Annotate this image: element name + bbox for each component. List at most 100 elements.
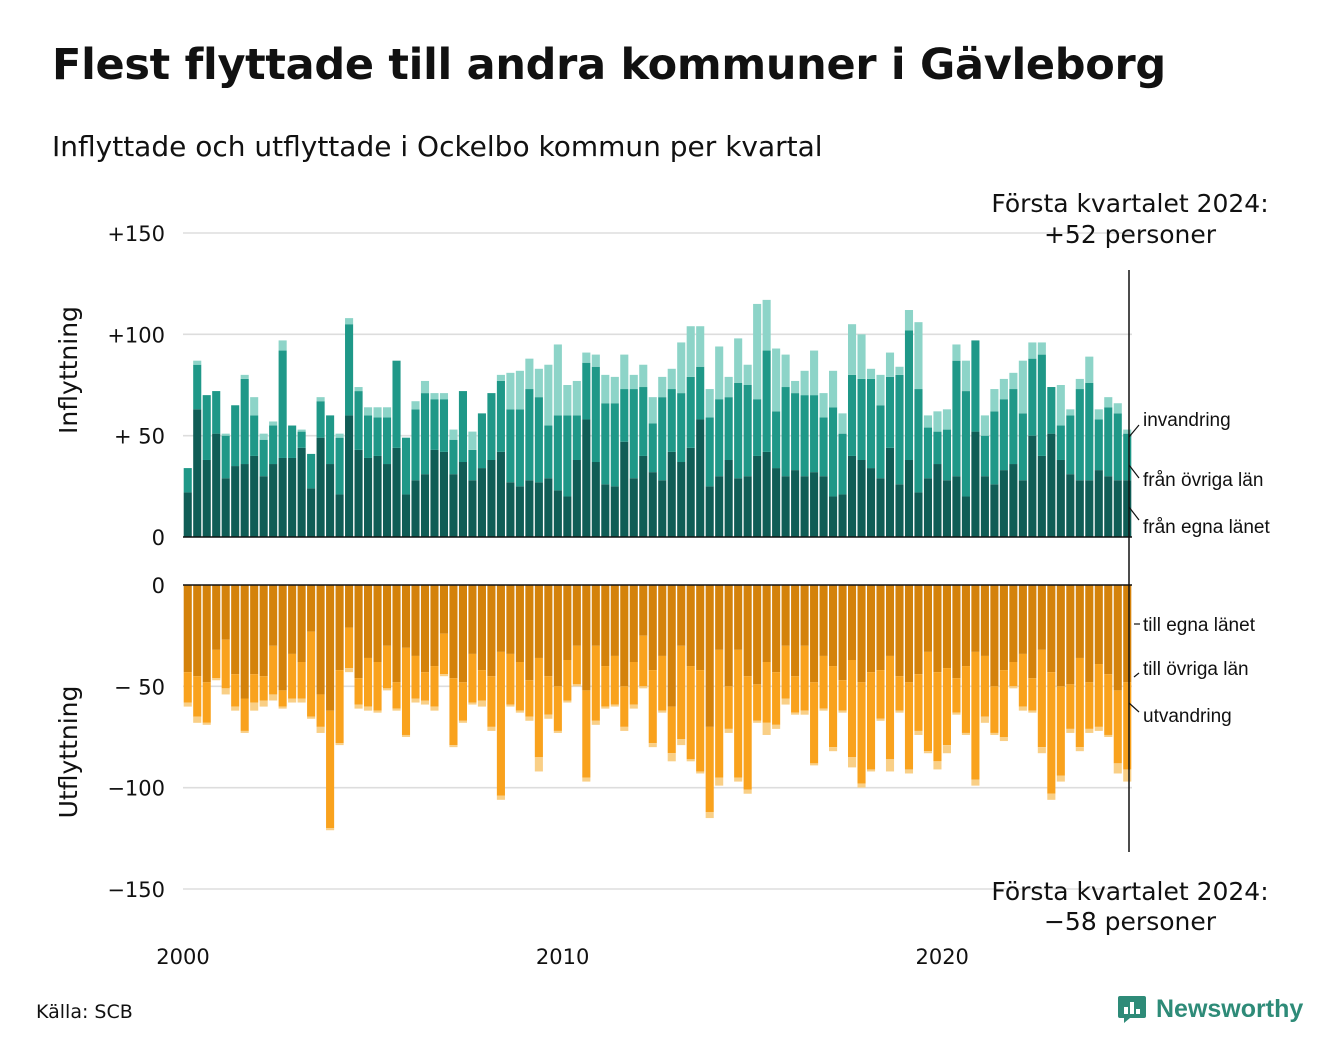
bar-fran-ovriga-lan [554,415,562,490]
bar-invandring [535,369,543,397]
bar-utvandring [421,701,429,705]
bar-invandring [241,375,249,379]
bar-fran-ovriga-lan [506,409,514,482]
bar-fran-ovriga-lan [497,381,505,452]
bar-till-egna-lanet [715,585,723,650]
bar-invandring [1114,403,1122,413]
bar-till-ovriga-lan [829,666,837,747]
bar-fran-egna-lanet [487,460,495,537]
bar-fran-egna-lanet [573,460,581,537]
bar-utvandring [193,717,201,723]
bar-till-egna-lanet [601,585,609,666]
bar-till-egna-lanet [620,585,628,686]
bar-fran-ovriga-lan [544,426,552,479]
y-axis-title-outflow: Utflyttning [54,686,83,819]
bar-fran-egna-lanet [582,419,590,537]
bar-fran-egna-lanet [715,476,723,537]
bar-utvandring [1000,737,1008,741]
bar-till-egna-lanet [1038,585,1046,650]
bar-till-ovriga-lan [307,632,315,717]
bar-till-egna-lanet [839,585,847,680]
bar-fran-ovriga-lan [1095,419,1103,470]
bar-till-ovriga-lan [1057,686,1065,775]
bar-utvandring [658,711,666,713]
bar-till-ovriga-lan [639,636,647,687]
bar-fran-egna-lanet [990,484,998,537]
bar-fran-egna-lanet [763,452,771,537]
bar-till-egna-lanet [449,585,457,678]
bar-till-ovriga-lan [715,650,723,778]
bar-till-ovriga-lan [753,684,761,720]
bar-fran-egna-lanet [326,464,334,537]
bar-utvandring [753,721,761,723]
bar-fran-egna-lanet [1085,480,1093,537]
bar-fran-egna-lanet [402,494,410,537]
bar-till-ovriga-lan [1095,664,1103,727]
bar-utvandring [260,701,268,707]
bar-fran-egna-lanet [706,486,714,537]
bar-fran-egna-lanet [184,492,192,537]
bar-invandring [952,344,960,360]
bar-till-egna-lanet [535,585,543,658]
bar-invandring [525,359,533,389]
bar-utvandring [298,698,306,702]
bar-utvandring [355,705,363,709]
y-tick-inflow: +100 [107,323,165,347]
bar-fran-ovriga-lan [184,468,192,492]
bar-invandring [810,351,818,396]
bar-till-egna-lanet [203,585,211,682]
bar-till-ovriga-lan [563,660,571,701]
bar-fran-egna-lanet [212,434,220,537]
bar-till-egna-lanet [706,585,714,727]
bar-fran-egna-lanet [658,480,666,537]
bar-till-egna-lanet [857,585,865,682]
bar-till-egna-lanet [820,585,828,656]
bar-till-ovriga-lan [867,672,875,769]
bar-fran-ovriga-lan [440,399,448,452]
bar-fran-egna-lanet [611,486,619,537]
brand-logo[interactable]: Newsworthy [1116,993,1303,1025]
bar-till-egna-lanet [392,585,400,682]
bar-fran-ovriga-lan [1047,387,1055,434]
bar-utvandring [611,705,619,707]
bar-till-ovriga-lan [1076,658,1084,747]
bar-till-ovriga-lan [411,656,419,699]
bar-utvandring [402,735,410,737]
bar-utvandring [554,731,562,733]
bar-till-ovriga-lan [601,666,609,707]
bar-till-egna-lanet [1095,585,1103,664]
bar-fran-ovriga-lan [203,395,211,460]
bar-till-egna-lanet [326,585,334,711]
bar-utvandring [744,790,752,794]
bar-till-egna-lanet [734,585,742,650]
bar-till-ovriga-lan [630,662,638,705]
bar-invandring [677,342,685,393]
bar-till-ovriga-lan [658,656,666,711]
bar-fran-ovriga-lan [298,432,306,448]
bar-till-egna-lanet [430,585,438,666]
y-tick-labels: 0+ 50+100+1500− 50−100−150 [107,222,165,902]
bar-utvandring [449,745,457,747]
bar-fran-egna-lanet [592,462,600,537]
bar-till-ovriga-lan [848,660,856,757]
bar-fran-ovriga-lan [639,387,647,456]
bar-utvandring [924,751,932,753]
bar-invandring [516,371,524,410]
bar-fran-egna-lanet [1000,470,1008,537]
bar-utvandring [374,711,382,713]
bar-utvandring [478,701,486,707]
bar-utvandring [867,769,875,771]
bar-fran-egna-lanet [516,486,524,537]
bar-fran-ovriga-lan [611,403,619,486]
bar-fran-ovriga-lan [649,424,657,473]
bar-invandring [1038,342,1046,354]
bar-utvandring [440,674,448,676]
bar-invandring [734,338,742,383]
bar-utvandring [563,701,571,703]
bar-utvandring [1095,727,1103,731]
bar-till-ovriga-lan [952,678,960,712]
bar-till-egna-lanet [222,585,230,640]
bar-invandring [1123,430,1131,434]
bar-fran-egna-lanet [1019,480,1027,537]
bar-fran-egna-lanet [222,478,230,537]
